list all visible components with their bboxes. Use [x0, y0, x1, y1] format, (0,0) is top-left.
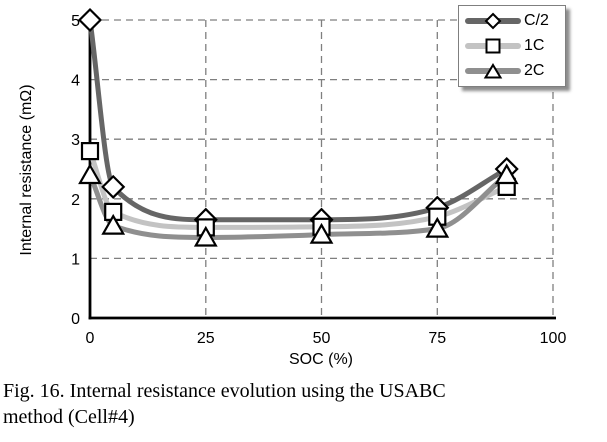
diamond-marker-icon [484, 12, 502, 30]
2c-line-sample [465, 62, 521, 79]
legend: C/2 1C 2C [458, 5, 566, 87]
series-line-C/2 [87, 17, 510, 223]
legend-label-c2: C/2 [524, 12, 549, 30]
marker-triangle-2C-x0 [78, 163, 102, 185]
marker-diamond-C/2-x5 [101, 174, 126, 199]
y-tick-label-5: 5 [71, 13, 80, 30]
x-tick-label-100: 100 [540, 330, 567, 347]
legend-item-2c: 2C [465, 59, 559, 83]
marker-triangle-2C-x75 [425, 216, 450, 238]
y-axis-title: Internal resistance (mΩ) [18, 84, 35, 256]
x-tick-label-25: 25 [197, 330, 215, 347]
x-tick-label-50: 50 [313, 330, 331, 347]
x-axis-title: SOC (%) [289, 351, 353, 368]
legend-label-2c: 2C [524, 61, 545, 79]
caption-line-1: Fig. 16. Internal resistance evolution u… [3, 380, 446, 402]
figure-caption: Fig. 16. Internal resistance evolution u… [3, 378, 607, 430]
square-marker-icon [485, 38, 501, 54]
y-tick-label-4: 4 [71, 73, 80, 90]
y-tick-label-1: 1 [71, 251, 80, 268]
marker-diamond-C/2-x0 [77, 7, 103, 33]
y-tick-label-3: 3 [71, 132, 80, 149]
marker-triangle-2C-x50 [309, 222, 334, 244]
y-tick-label-0: 0 [71, 311, 80, 328]
caption-line-2: method (Cell#4) [3, 406, 135, 428]
marker-triangle-2C-x90 [494, 163, 519, 185]
marker-triangle-2C-x25 [193, 225, 218, 247]
y-tick-label-2: 2 [71, 192, 80, 209]
legend-item-1c: 1C [465, 34, 559, 58]
marker-square-1C-x0 [80, 142, 100, 161]
c2-line-sample [465, 12, 521, 30]
1c-line-sample [465, 38, 521, 54]
legend-item-c2: C/2 [465, 9, 559, 33]
legend-label-1c: 1C [524, 36, 545, 54]
marker-triangle-2C-x5 [101, 213, 126, 235]
x-tick-label-75: 75 [428, 330, 446, 347]
x-tick-label-0: 0 [86, 330, 95, 347]
triangle-marker-icon [483, 62, 503, 79]
chart-area: 0 1 2 3 4 5 0 25 50 75 100 Internal resistance (mΩ… [18, 5, 567, 368]
